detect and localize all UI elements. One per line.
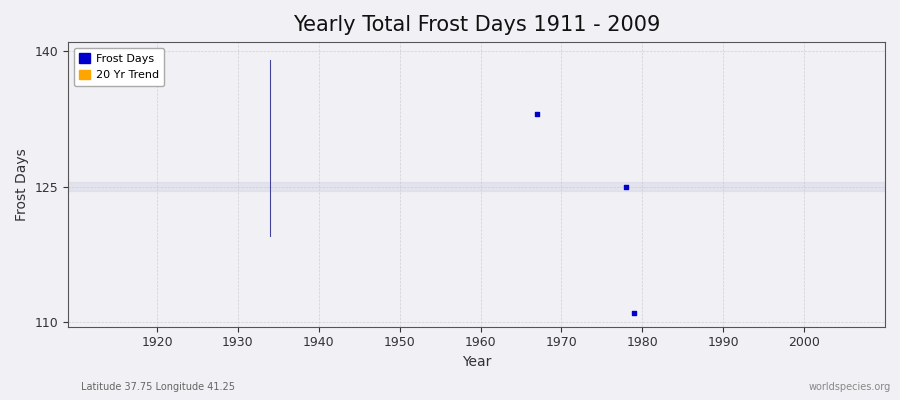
X-axis label: Year: Year bbox=[462, 355, 491, 369]
Point bbox=[619, 184, 634, 190]
Title: Yearly Total Frost Days 1911 - 2009: Yearly Total Frost Days 1911 - 2009 bbox=[292, 15, 661, 35]
Point bbox=[77, 80, 92, 86]
Y-axis label: Frost Days: Frost Days bbox=[15, 148, 29, 221]
Legend: Frost Days, 20 Yr Trend: Frost Days, 20 Yr Trend bbox=[74, 48, 165, 86]
Text: worldspecies.org: worldspecies.org bbox=[809, 382, 891, 392]
Point bbox=[627, 310, 642, 316]
Point bbox=[530, 111, 544, 118]
Bar bbox=[68, 182, 885, 191]
Text: Latitude 37.75 Longitude 41.25: Latitude 37.75 Longitude 41.25 bbox=[81, 382, 235, 392]
